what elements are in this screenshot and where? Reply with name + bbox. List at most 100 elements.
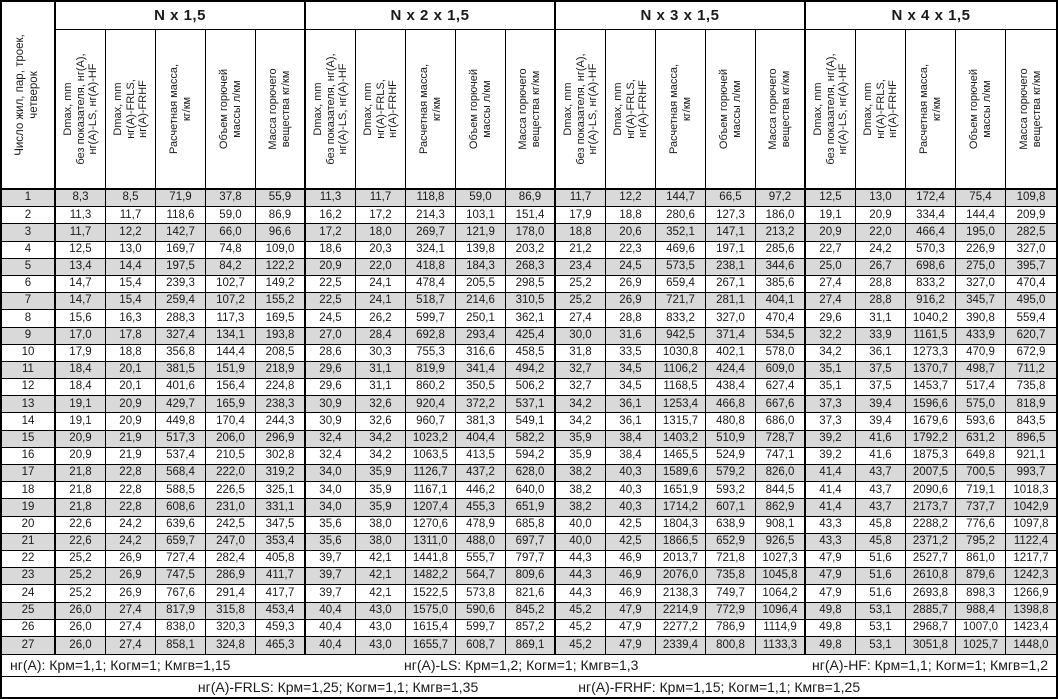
row-number-cell: 2	[2, 207, 56, 225]
column-header-label: Масса горючего вещества кг/км	[517, 68, 542, 150]
table-cell: 1482,2	[406, 568, 456, 586]
table-cell: 672,9	[1006, 345, 1056, 362]
table-cell: 134,1	[206, 327, 256, 345]
table-cell: 356,8	[156, 344, 206, 362]
table-cell: 478,4	[406, 275, 456, 294]
table-cell: 1679,6	[906, 413, 956, 431]
table-cell: 517,4	[956, 379, 1006, 397]
table-cell: 2610,8	[906, 568, 956, 586]
table-cell: 30,3	[356, 344, 406, 362]
table-cell: 698,6	[906, 258, 956, 276]
table-cell: 21,2	[556, 241, 606, 259]
table-cell: 524,9	[706, 447, 756, 465]
table-cell: 620,7	[1006, 327, 1056, 345]
table-cell: 208,5	[256, 344, 306, 362]
table-cell: 35,9	[356, 465, 406, 483]
table-cell: 169,5	[256, 310, 306, 328]
table-cell: 286,9	[206, 568, 256, 586]
table-cell: 26,9	[106, 585, 156, 603]
column-header: Масса горючего вещества кг/км	[506, 30, 556, 190]
table-cell: 413,5	[456, 447, 506, 465]
table-cell: 692,8	[406, 327, 456, 345]
table-cell: 118,8	[406, 190, 456, 208]
table-cell: 144,4	[956, 207, 1006, 225]
table-cell: 42,1	[356, 550, 406, 569]
table-cell: 721,8	[706, 550, 756, 569]
table-cell: 1168,5	[656, 379, 706, 397]
table-cell: 27,0	[306, 327, 356, 345]
table-cell: 495,0	[1006, 293, 1056, 311]
table-cell: 25,2	[56, 550, 106, 569]
table-cell: 896,5	[1006, 430, 1056, 448]
table-cell: 719,1	[956, 482, 1006, 500]
table-cell: 39,4	[856, 396, 906, 414]
table-cell: 833,2	[906, 275, 956, 294]
table-cell: 2138,3	[656, 585, 706, 603]
table-cell: 800,8	[706, 636, 756, 655]
table-cell: 833,2	[656, 310, 706, 328]
table-cell: 20,9	[306, 258, 356, 276]
table-cell: 1007,0	[956, 619, 1006, 637]
table-cell: 20,9	[106, 413, 156, 431]
table-cell: 465,3	[256, 636, 306, 655]
table-cell: 1126,7	[406, 465, 456, 483]
table-cell: 2277,2	[656, 619, 706, 637]
column-header: Dmax, mm без показателя, нг(A), нг(A)-LS…	[806, 30, 856, 190]
table-cell: 11,7	[56, 224, 106, 242]
table-cell: 40,4	[306, 619, 356, 637]
table-cell: 31,1	[356, 379, 406, 397]
column-header: Расчетная масса, кг/км	[906, 30, 956, 190]
table-cell: 700,5	[956, 465, 1006, 483]
table-cell: 1242,3	[1006, 568, 1056, 586]
table-cell: 26,2	[356, 310, 406, 328]
table-cell: 749,7	[706, 585, 756, 603]
table-cell: 155,2	[256, 293, 306, 311]
table-cell: 214,3	[406, 207, 456, 225]
table-cell: 197,5	[156, 258, 206, 276]
table-cell: 269,7	[406, 224, 456, 242]
table-cell: 197,1	[706, 241, 756, 259]
table-cell: 43,7	[856, 482, 906, 500]
table-cell: 1875,3	[906, 447, 956, 465]
table-cell: 628,0	[506, 465, 556, 483]
table-cell: 573,8	[456, 585, 506, 603]
table-cell: 639,6	[156, 516, 206, 534]
column-header: Dmax, mm без показателя, нг(A), нг(A)-LS…	[56, 30, 106, 190]
table-cell: 34,0	[306, 465, 356, 483]
table-cell: 1122,4	[1006, 533, 1056, 551]
row-number-cell: 6	[2, 275, 56, 294]
table-cell: 2076,0	[656, 568, 706, 586]
table-cell: 772,9	[706, 602, 756, 620]
column-header: Dmax, mm без показателя, нг(A), нг(A)-LS…	[306, 30, 356, 190]
table-cell: 424,4	[706, 361, 756, 380]
table-cell: 652,9	[706, 533, 756, 551]
table-cell: 325,1	[256, 482, 306, 500]
table-cell: 21,9	[106, 447, 156, 465]
table-cell: 469,6	[656, 241, 706, 259]
table-cell: 226,9	[956, 241, 1006, 259]
table-cell: 32,2	[806, 327, 856, 345]
table-cell: 2090,6	[906, 482, 956, 500]
table-cell: 44,3	[556, 568, 606, 586]
table-cell: 564,7	[456, 568, 506, 586]
table-cell: 16,2	[306, 207, 356, 225]
column-header-label: Масса горючего вещества кг/км	[1018, 68, 1043, 150]
table-cell: 518,7	[406, 293, 456, 311]
table-cell: 609,0	[756, 361, 806, 380]
table-cell: 15,4	[106, 275, 156, 294]
table-cell: 39,7	[306, 568, 356, 586]
table-cell: 818,9	[1006, 396, 1056, 414]
table-cell: 213,2	[756, 224, 806, 242]
table-cell: 1370,7	[906, 361, 956, 380]
table-cell: 43,7	[856, 465, 906, 483]
table-cell: 1596,6	[906, 396, 956, 414]
table-cell: 35,1	[806, 361, 856, 380]
column-header: Объем горючей массы л/км	[956, 30, 1006, 190]
table-cell: 821,6	[506, 585, 556, 603]
table-cell: 510,9	[706, 430, 756, 448]
table-cell: 27,4	[106, 636, 156, 655]
table-cell: 37,5	[856, 361, 906, 380]
table-cell: 30,9	[306, 396, 356, 414]
table-cell: 1042,9	[1006, 499, 1056, 517]
table-cell: 1030,8	[656, 344, 706, 362]
